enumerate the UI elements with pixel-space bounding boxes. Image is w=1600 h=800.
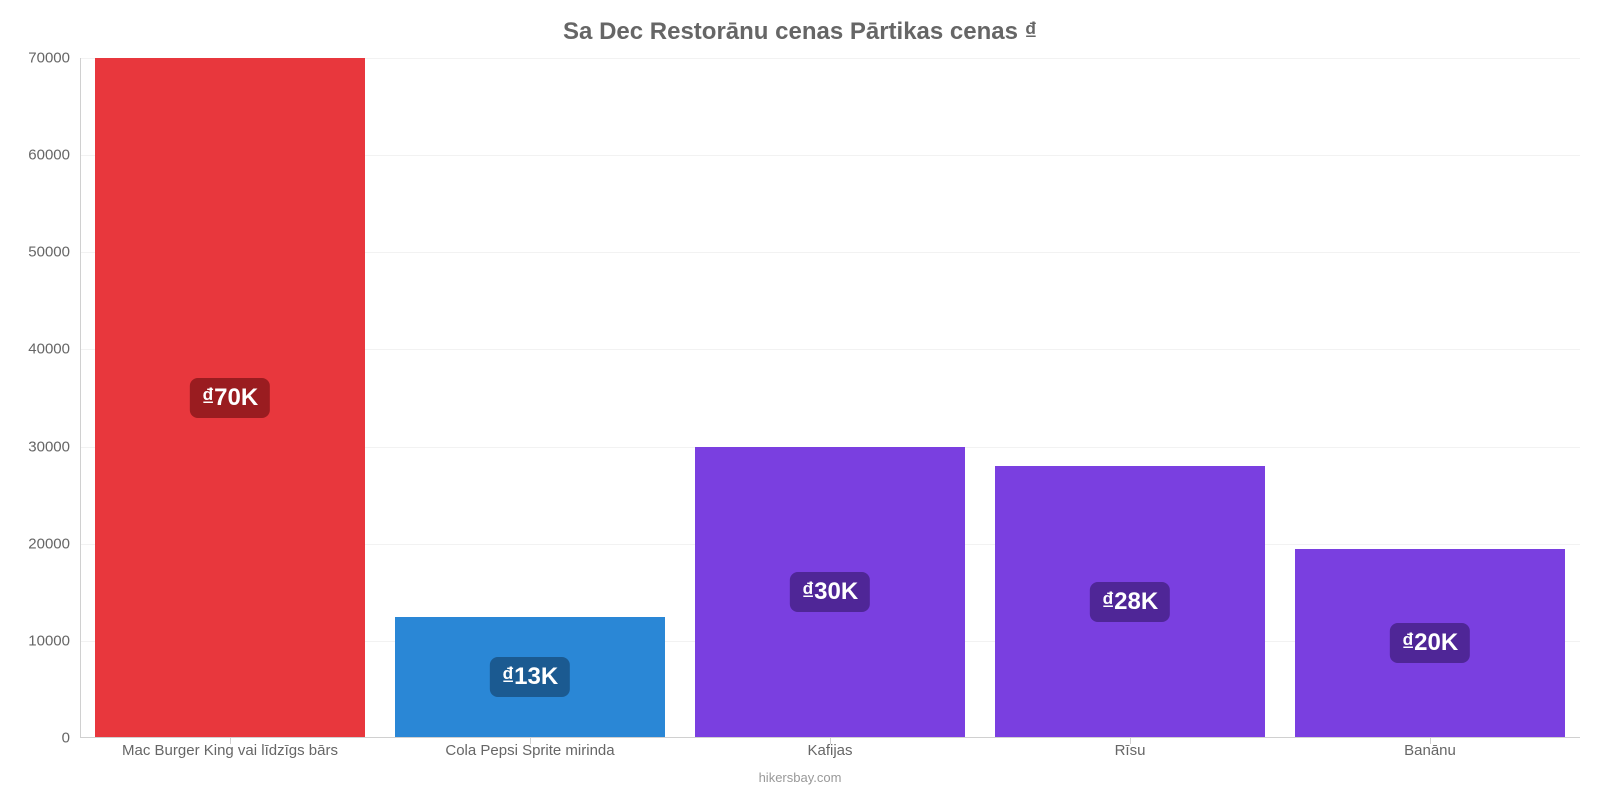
- bar-slot: ₫13K: [380, 58, 680, 738]
- bar-slot: ₫30K: [680, 58, 980, 738]
- x-axis-category-label: Mac Burger King vai līdzīgs bārs: [80, 742, 380, 759]
- x-axis-category-label: Cola Pepsi Sprite mirinda: [380, 742, 680, 759]
- y-tick-label: 30000: [28, 438, 80, 455]
- x-axis-category-label: Kafijas: [680, 742, 980, 759]
- bar-value-badge: ₫70K: [190, 378, 270, 418]
- bar-slot: ₫28K: [980, 58, 1280, 738]
- x-axis-labels: Mac Burger King vai līdzīgs bārsCola Pep…: [80, 742, 1580, 759]
- chart-plot-area: 010000200003000040000500006000070000 ₫70…: [80, 58, 1580, 738]
- y-tick-label: 60000: [28, 147, 80, 164]
- y-tick-label: 70000: [28, 50, 80, 67]
- bar-slot: ₫70K: [80, 58, 380, 738]
- y-axis-line: [80, 58, 81, 738]
- y-tick-label: 40000: [28, 341, 80, 358]
- y-tick-label: 0: [62, 730, 80, 747]
- bar-value-badge: ₫28K: [1090, 582, 1170, 622]
- x-axis-category-label: Rīsu: [980, 742, 1280, 759]
- y-tick-label: 50000: [28, 244, 80, 261]
- bar-slot: ₫20K: [1280, 58, 1580, 738]
- x-axis-line: [80, 737, 1580, 738]
- bar-value-badge: ₫20K: [1390, 623, 1470, 663]
- x-axis-category-label: Banānu: [1280, 742, 1580, 759]
- y-tick-label: 20000: [28, 535, 80, 552]
- chart-title: Sa Dec Restorānu cenas Pārtikas cenas ₫: [0, 0, 1600, 46]
- bar-value-badge: ₫30K: [790, 572, 870, 612]
- attribution-text: hikersbay.com: [0, 770, 1600, 785]
- y-tick-label: 10000: [28, 632, 80, 649]
- bar-value-badge: ₫13K: [490, 657, 570, 697]
